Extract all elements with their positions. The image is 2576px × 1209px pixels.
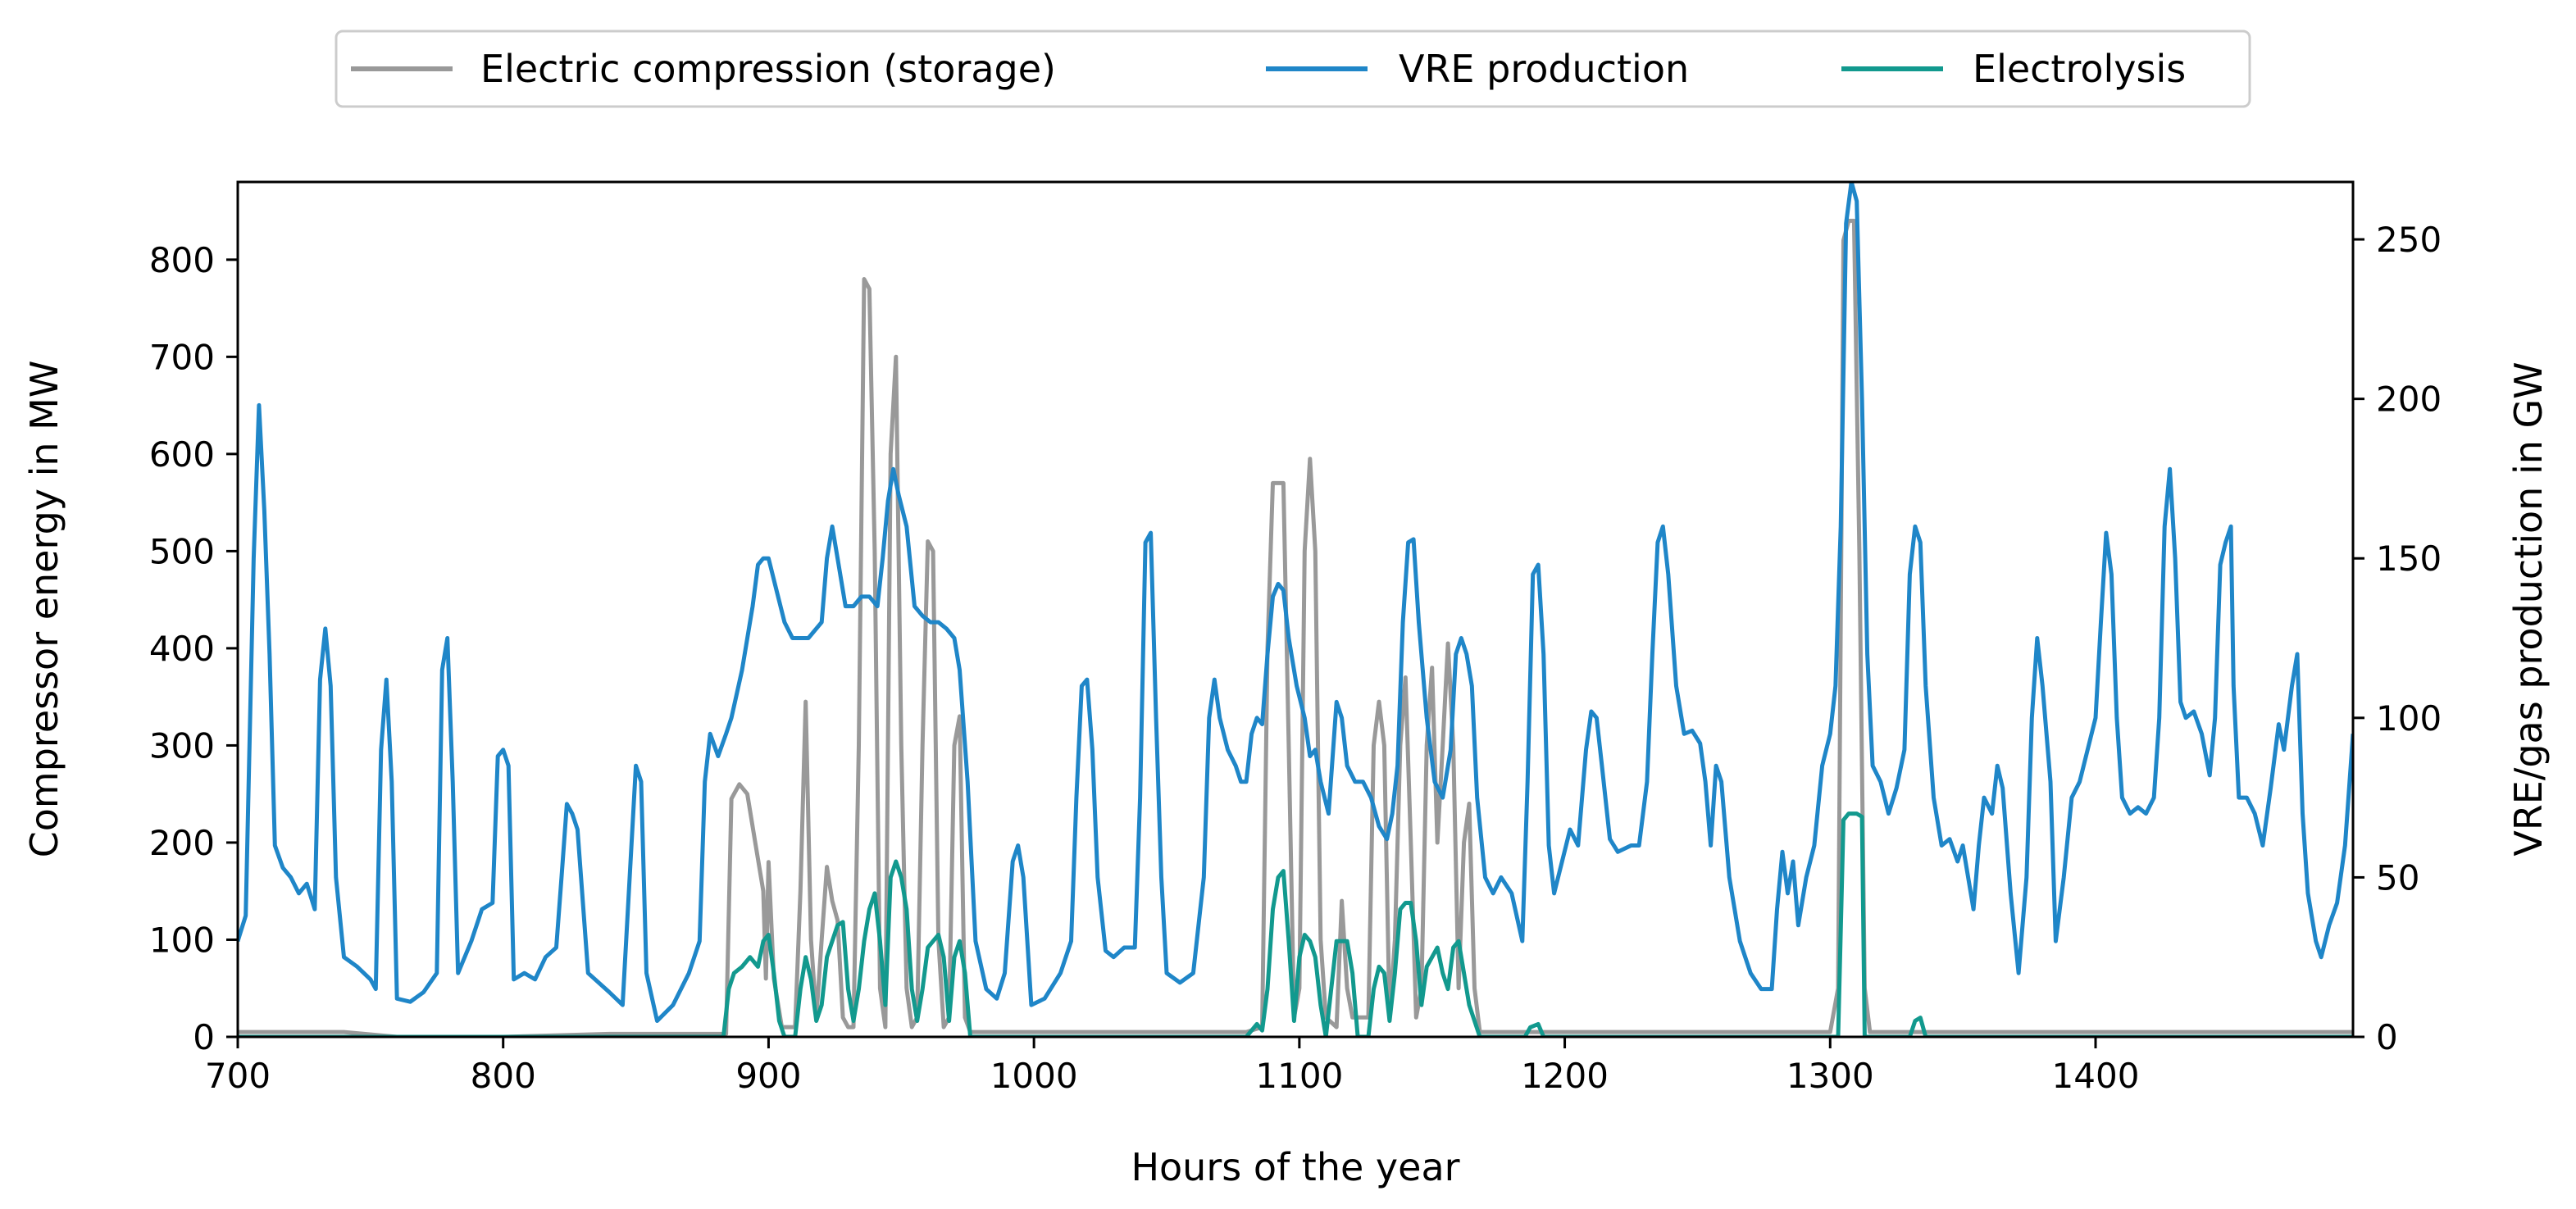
series-line-vre	[238, 182, 2353, 1023]
x-tick-label: 800	[471, 1056, 536, 1096]
legend: Electric compression (storage) VRE produ…	[335, 30, 2251, 108]
series-line-compression	[238, 218, 2353, 1037]
series-group	[238, 182, 2353, 1037]
plot-frame	[236, 180, 2355, 1039]
y-right-tick-label: 100	[2376, 698, 2442, 739]
legend-label-compression: Electric compression (storage)	[480, 47, 1056, 91]
x-tick-label: 900	[735, 1056, 801, 1096]
x-tick-label: 1400	[2052, 1056, 2140, 1096]
x-tick-label: 1000	[990, 1056, 1078, 1096]
y-left-tick-label: 200	[149, 823, 215, 863]
y-left-tick-label: 300	[149, 725, 215, 766]
y-right-tick-label: 50	[2376, 857, 2419, 898]
y-right-tick-label: 0	[2376, 1017, 2398, 1057]
x-axis: 700 800 900 1000 1100 1200 1300 1400	[205, 1037, 2140, 1096]
x-tick-label: 1300	[1786, 1056, 1874, 1096]
y-right-tick-label: 200	[2376, 380, 2442, 420]
y-axis-left-label: Compressor energy in MW	[22, 361, 66, 858]
legend-label-electrolysis: Electrolysis	[1973, 47, 2186, 91]
y-left-tick-label: 600	[149, 434, 215, 475]
y-left-tick-label: 700	[149, 337, 215, 377]
y-axis-right-label: VRE/gas production in GW	[2506, 361, 2551, 856]
x-tick-label: 1100	[1255, 1056, 1343, 1096]
x-tick-label: 700	[205, 1056, 271, 1096]
y-left-tick-label: 400	[149, 629, 215, 669]
y-left-tick-label: 800	[149, 240, 215, 280]
y-left-tick-label: 0	[193, 1017, 215, 1057]
y-axis-right: 0 50 100 150 200 250	[2353, 220, 2442, 1057]
y-right-tick-label: 150	[2376, 539, 2442, 579]
y-axis-left: 0 100 200 300 400 500 600 700 800	[149, 240, 238, 1057]
x-tick-label: 1200	[1521, 1056, 1609, 1096]
y-left-tick-label: 100	[149, 920, 215, 960]
y-right-tick-label: 250	[2376, 220, 2442, 260]
series-line-electrolysis	[238, 811, 2353, 1037]
y-left-tick-label: 500	[149, 531, 215, 571]
x-axis-label: Hours of the year	[1131, 1145, 1459, 1189]
legend-label-vre: VRE production	[1399, 47, 1689, 91]
